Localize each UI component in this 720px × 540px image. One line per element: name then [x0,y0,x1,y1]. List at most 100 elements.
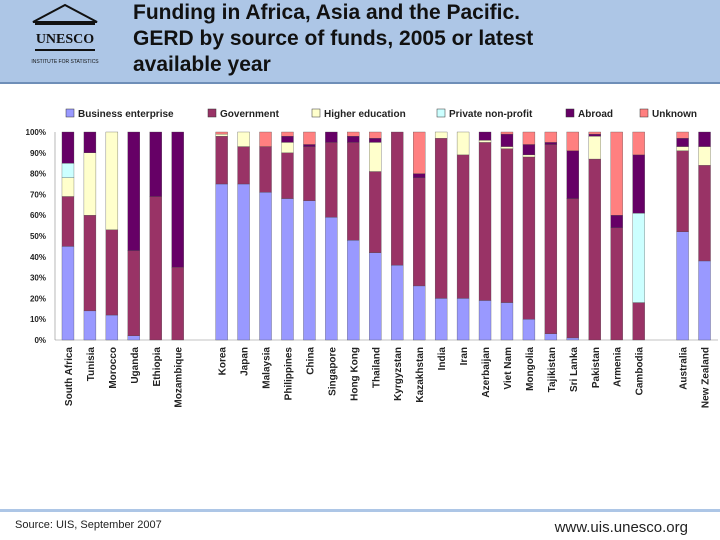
bar-segment [456,154,470,299]
bar-segment [522,319,536,341]
bar-segment [127,335,140,341]
category-label: Malaysia [262,347,273,389]
bar-segment [391,264,404,341]
bar-segment [259,131,272,147]
bar-segment [566,198,579,339]
bar-segment [522,131,536,145]
gerd-stacked-bar-chart: Business enterprise Government Higher educ… [26,108,718,408]
legend-swatch-0 [65,108,75,118]
bar-segment [281,152,294,199]
bar-segment [434,298,448,341]
bar-segment [544,333,558,341]
bar-segment [676,231,689,341]
bar-segment [632,131,645,156]
footer-url[interactable]: www.uis.unesco.org [554,519,688,536]
bar-segment [434,131,448,139]
category-label: Uganda [130,347,141,384]
y-tick-label: 10% [30,315,46,324]
category-label: India [437,347,448,371]
bar-segment [478,140,492,143]
bar-segment [237,146,250,185]
y-tick-label: 30% [30,274,46,283]
bar-segment [698,131,711,147]
bar-segment [676,138,689,147]
bar-segment [83,131,97,153]
legend-swatch-4 [565,108,575,118]
bar-segment [698,146,711,166]
bar-segment [413,177,426,287]
bar-segment [369,171,382,253]
category-label: Singapore [327,347,338,396]
bar-segment [127,131,140,251]
bar-segment [347,131,360,137]
category-label: Iran [459,347,470,365]
bar-segment [237,183,250,341]
bar-segment [105,229,119,316]
bar-segment [215,136,228,185]
bar-segment [171,131,184,268]
bar-segment [215,133,228,137]
category-label: Australia [679,347,690,390]
bar-segment [281,131,294,137]
category-label: Japan [240,347,251,376]
legend-swatch-3 [436,108,446,118]
bar-segment [500,131,514,135]
bar-segment [259,146,272,193]
legend-swatch-1 [207,108,217,118]
legend-label-0: Business enterprise [78,109,174,120]
category-label: Hong Kong [349,347,360,401]
bar-segment [303,200,316,341]
bar-segment [149,131,162,197]
bar-segment [281,136,294,143]
category-label: China [305,347,316,375]
bar-segment [544,144,558,334]
category-label: Tunisia [86,347,97,382]
bar-segment [632,302,645,341]
category-label: Viet Nam [503,347,514,390]
bar-segment [215,131,228,135]
bar-segment [544,142,558,145]
category-label: Sri Lanka [569,347,580,392]
bar-segment [281,198,294,341]
bar-segment [698,165,711,262]
title-line-2: GERD by source of funds, 2005 or latest [133,27,534,50]
category-label: Morocco [108,347,119,389]
bar-segment [127,250,140,336]
legend-label-1: Government [220,109,280,120]
bar-segment [325,131,338,143]
category-label: Kazakhstan [415,347,426,403]
bar-segment [259,192,272,341]
bar-segment [588,136,601,160]
bar-segment [500,148,514,303]
bar-segment [369,138,382,143]
bar-segment [215,183,228,341]
bar-segment [588,131,601,135]
bar-segment [61,177,75,197]
temple-roof [32,3,98,23]
category-label: Korea [218,347,229,376]
bar-segment [369,131,382,139]
bar-segment [478,300,492,341]
y-tick-label: 0% [34,336,46,345]
bar-segment [413,131,426,174]
legend-label-3: Private non-profit [449,109,533,120]
y-tick-label: 20% [30,294,46,303]
category-label: Mongolia [525,347,536,391]
bar-segment [413,285,426,341]
bar-segment [303,146,316,201]
category-label: Philippines [283,347,294,401]
bar-segment [676,150,689,232]
bar-segment [566,131,579,151]
bar-segment [105,314,119,341]
bar-segment [588,158,601,341]
legend-label-4: Abroad [578,109,613,120]
bar-segment [522,156,536,320]
bar-segment [413,173,426,178]
bar-segment [522,144,536,156]
bar-segment [347,142,360,241]
header-divider [0,82,720,84]
bar-segment [522,154,536,158]
bar-segment [632,212,645,303]
bar-segment [434,138,448,299]
logo-name: UNESCO [36,32,94,47]
